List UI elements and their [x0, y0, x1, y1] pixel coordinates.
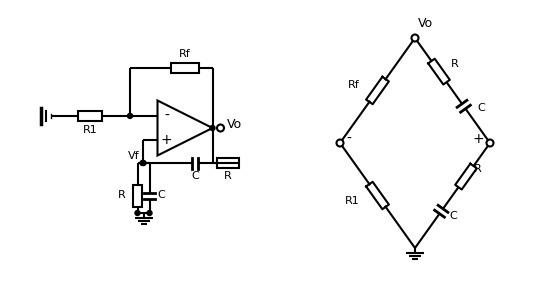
- Text: R: R: [451, 59, 459, 69]
- Text: R: R: [474, 164, 481, 174]
- Circle shape: [135, 210, 140, 215]
- Bar: [217, 158, 239, 168]
- Text: -: -: [346, 132, 351, 146]
- Text: Vo: Vo: [418, 17, 433, 30]
- Bar: [78, 111, 102, 121]
- Circle shape: [147, 210, 152, 215]
- Circle shape: [127, 114, 132, 118]
- Text: C: C: [157, 190, 165, 201]
- Text: +: +: [473, 132, 484, 146]
- Text: R1: R1: [83, 125, 97, 135]
- Text: Vf: Vf: [128, 151, 140, 161]
- Circle shape: [336, 139, 344, 147]
- Text: Vo: Vo: [226, 119, 242, 131]
- Text: +: +: [161, 133, 172, 147]
- Text: -: -: [164, 109, 169, 123]
- Text: C: C: [191, 171, 199, 181]
- Circle shape: [486, 139, 494, 147]
- Bar: [171, 63, 199, 73]
- Text: R: R: [224, 171, 232, 181]
- Text: Rf: Rf: [179, 49, 191, 59]
- Text: C: C: [449, 211, 457, 221]
- Circle shape: [411, 35, 419, 41]
- Text: C: C: [478, 103, 485, 113]
- Text: Rf: Rf: [348, 80, 360, 91]
- Circle shape: [141, 161, 146, 165]
- Circle shape: [210, 125, 215, 131]
- Circle shape: [140, 161, 145, 165]
- Bar: [133, 184, 142, 207]
- Circle shape: [217, 125, 224, 131]
- Text: R: R: [118, 190, 126, 201]
- Text: R1: R1: [345, 195, 360, 206]
